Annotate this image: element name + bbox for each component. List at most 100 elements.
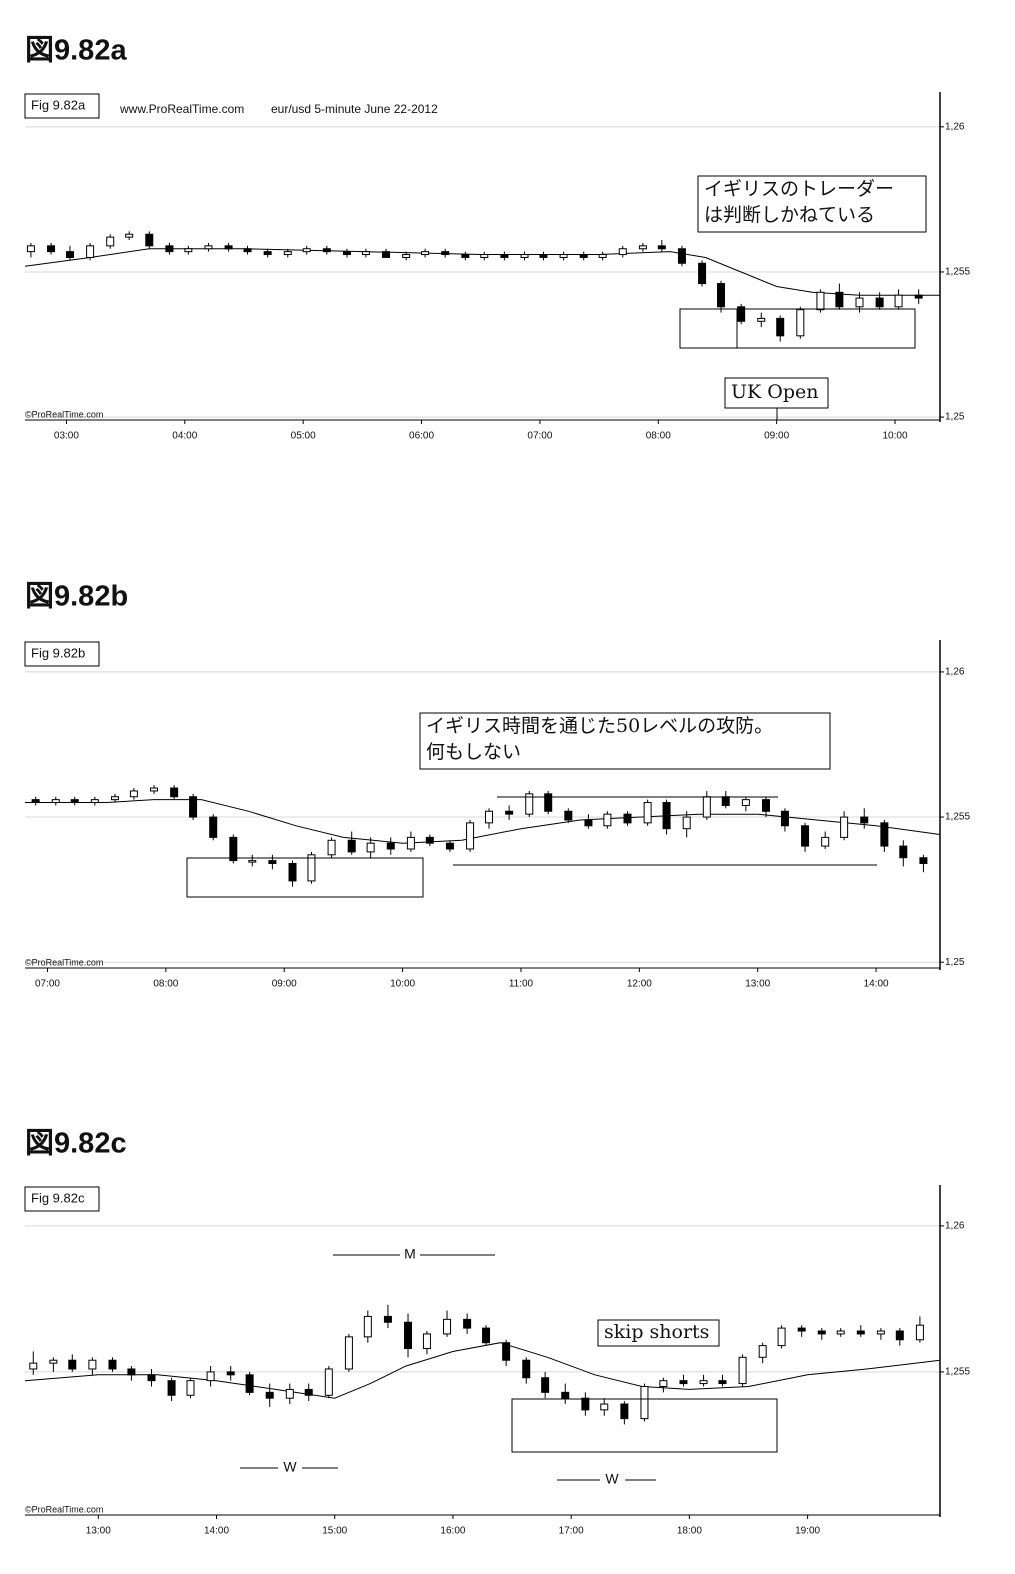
candle-body xyxy=(29,1362,38,1370)
label-box xyxy=(24,93,100,119)
range-box xyxy=(186,857,424,898)
candle-body xyxy=(31,799,40,804)
moving-average xyxy=(24,248,940,296)
pattern-label: M xyxy=(404,1246,416,1262)
range-box xyxy=(679,308,916,349)
pattern-label: W xyxy=(283,1459,297,1475)
candle-body xyxy=(741,799,750,806)
candle-body xyxy=(421,251,430,256)
candle-body xyxy=(145,233,154,247)
candle-body xyxy=(402,254,411,258)
candle-body xyxy=(836,1330,845,1335)
x-tick-label: 17:00 xyxy=(559,1526,584,1537)
x-tick-label: 14:00 xyxy=(864,979,889,990)
candle-body xyxy=(899,845,908,859)
candle-body xyxy=(88,1359,97,1370)
candle-body xyxy=(717,283,726,308)
x-tick-label: 10:00 xyxy=(390,979,415,990)
candle-body xyxy=(662,802,671,830)
candle-body xyxy=(914,294,923,299)
annotation-box xyxy=(597,1319,720,1347)
x-tick-label: 13:00 xyxy=(86,1526,111,1537)
source: www.ProRealTime.com xyxy=(119,102,244,116)
candle-body xyxy=(445,842,454,850)
y-tick-label: 1,255 xyxy=(945,812,970,823)
figure-heading: 図9.82c xyxy=(25,1128,127,1160)
x-tick-label: 07:00 xyxy=(527,431,552,442)
candle-body xyxy=(422,1333,431,1350)
chart-label: Fig 9.82a xyxy=(31,97,86,112)
candle-body xyxy=(283,251,292,256)
candle-body xyxy=(598,254,607,258)
x-tick-label: 03:00 xyxy=(54,431,79,442)
candle-body xyxy=(90,799,99,804)
candle-body xyxy=(561,1391,570,1399)
annotation: イギリスのトレーダー xyxy=(704,178,894,200)
candle-body xyxy=(186,1380,195,1396)
candle-body xyxy=(243,248,252,253)
candle-body xyxy=(618,248,627,256)
candle-body xyxy=(895,1330,904,1341)
candle-body xyxy=(110,796,119,801)
candle-body xyxy=(466,822,475,850)
candle-body xyxy=(840,816,849,838)
candle-body xyxy=(584,819,593,827)
x-tick-label: 16:00 xyxy=(440,1526,465,1537)
x-tick-label: 12:00 xyxy=(627,979,652,990)
candle-body xyxy=(544,793,553,812)
candle-body xyxy=(502,1342,511,1361)
range-box xyxy=(511,1398,778,1453)
candle-body xyxy=(382,251,391,258)
candle-body xyxy=(758,1345,767,1358)
candle-body xyxy=(541,1377,550,1393)
candle-body xyxy=(209,816,218,838)
candle-body xyxy=(876,1330,885,1335)
candle-body xyxy=(603,813,612,827)
figure-heading: 図9.82b xyxy=(25,581,128,613)
candle-body xyxy=(559,254,568,258)
candle-body xyxy=(620,1403,629,1420)
watermark: ©ProRealTime.com xyxy=(25,1504,103,1514)
candle-body xyxy=(797,1327,806,1332)
candle-body xyxy=(520,254,529,258)
candle-body xyxy=(226,1371,235,1376)
candle-body xyxy=(425,836,434,844)
candle-body xyxy=(288,863,297,882)
candle-body xyxy=(443,1318,452,1335)
candle-body xyxy=(68,1359,77,1370)
candle-body xyxy=(721,796,730,806)
candle-body xyxy=(777,1327,786,1347)
candle-body xyxy=(801,825,810,847)
candle-body xyxy=(525,793,534,815)
candle-body xyxy=(285,1388,294,1399)
candle-body xyxy=(657,245,666,250)
candle-body xyxy=(204,245,213,250)
candle-body xyxy=(579,254,588,258)
y-tick-label: 1,26 xyxy=(945,667,965,678)
candle-body xyxy=(268,860,277,865)
candle-body xyxy=(915,1324,924,1341)
annotation: は判断しかねている xyxy=(704,204,875,226)
candle-body xyxy=(167,1380,176,1396)
candle-body xyxy=(780,810,789,827)
candle-body xyxy=(463,1318,472,1329)
candle-body xyxy=(347,839,356,853)
candle-body xyxy=(835,291,844,308)
x-tick-label: 05:00 xyxy=(291,431,316,442)
y-tick-label: 1,25 xyxy=(945,957,965,968)
candle-body xyxy=(106,236,115,247)
candle-body xyxy=(404,1321,413,1350)
candle-body xyxy=(738,1356,747,1385)
y-tick-label: 1,255 xyxy=(945,1367,970,1378)
candle-body xyxy=(47,245,56,253)
candle-body xyxy=(539,254,548,258)
chart-label: Fig 9.82b xyxy=(31,645,85,660)
x-tick-label: 11:00 xyxy=(509,979,534,990)
y-tick-label: 1,255 xyxy=(945,267,970,278)
candle-body xyxy=(304,1388,313,1396)
candle-body xyxy=(677,248,686,264)
candle-body xyxy=(638,245,647,250)
annotation-box xyxy=(697,175,927,233)
candle-body xyxy=(679,1380,688,1385)
candle-body xyxy=(702,796,711,818)
